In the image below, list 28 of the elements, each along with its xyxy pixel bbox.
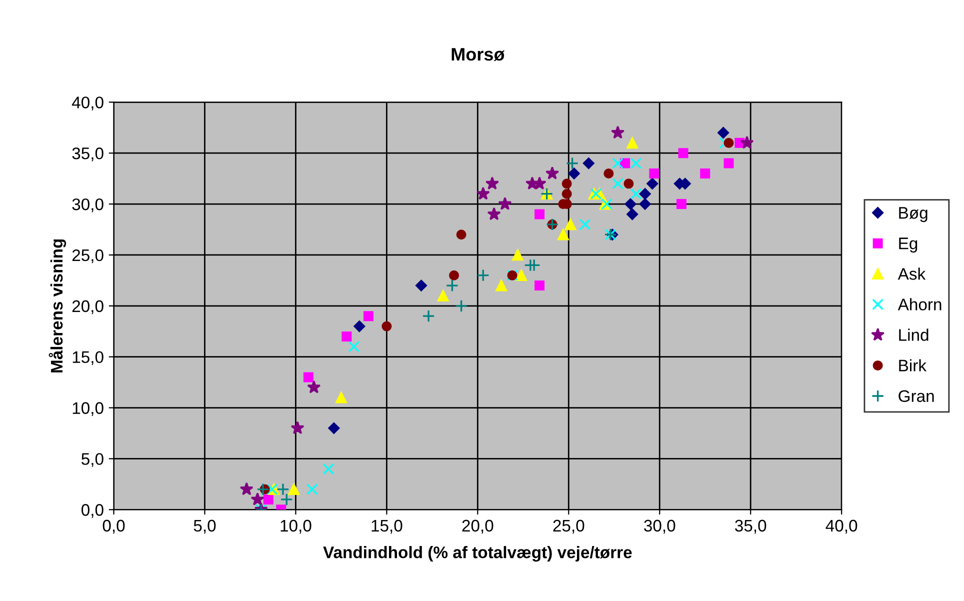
y-tick-label: 30,0: [72, 198, 104, 212]
y-tick-label: 5,0: [82, 453, 104, 467]
x-tick-label: 30,0: [644, 520, 676, 534]
y-axis-title: Målerens visning: [48, 239, 66, 372]
x-tick-label: 15,0: [372, 520, 402, 534]
chart-title: Morsø: [452, 48, 505, 61]
y-tick-label: 0,0: [82, 504, 104, 518]
x-tick-label: 5,0: [194, 520, 216, 534]
legend-label: Birk: [899, 359, 927, 372]
legend-label: Eg: [899, 238, 918, 253]
x-tick-label: 40,0: [826, 520, 858, 534]
y-tick-label: 20,0: [72, 300, 104, 314]
y-tick-label: 35,0: [72, 148, 104, 162]
x-tick-label: 25,0: [553, 520, 584, 534]
legend-label: Ahorn: [898, 298, 942, 310]
legend-label: Lind: [899, 328, 928, 341]
y-tick-label: 15,0: [72, 351, 104, 366]
x-tick-label: 0,0: [102, 520, 125, 534]
y-tick-label: 40,0: [72, 96, 104, 110]
legend-label: Bøg: [899, 207, 928, 222]
legend-label: Ask: [898, 268, 926, 280]
legend-label: Gran: [898, 390, 934, 402]
y-tick-label: 10,0: [72, 402, 104, 416]
x-axis-title: Vandindhold (% af totalvægt) veje/tørre: [323, 546, 632, 562]
x-tick-label: 10,0: [280, 520, 312, 534]
y-tick-label: 25,0: [72, 249, 104, 264]
x-tick-label: 35,0: [735, 520, 766, 534]
x-tick-label: 20,0: [462, 520, 494, 534]
